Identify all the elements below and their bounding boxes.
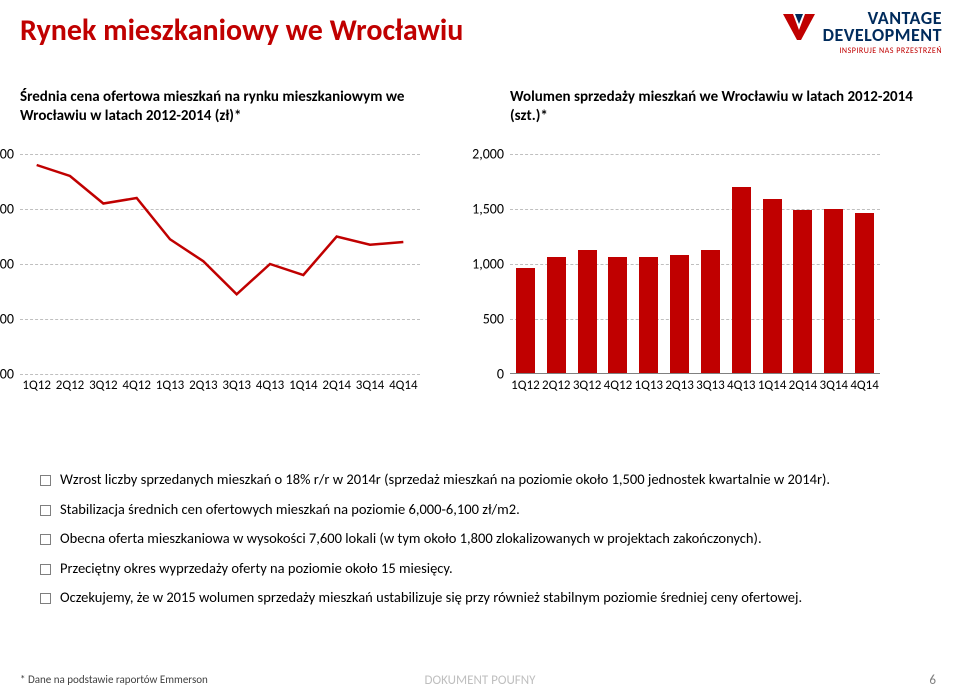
page-title: Rynek mieszkaniowy we Wrocławiu	[20, 12, 463, 49]
bullet-item: Stabilizacja średnich cen ofertowych mie…	[40, 500, 920, 520]
x-axis-label: 1Q13	[634, 374, 663, 393]
y-axis-label: 1,500	[472, 200, 510, 217]
logo-tagline: INSPIRUJE NAS PRZESTRZEŃ	[781, 46, 942, 56]
bar	[701, 250, 720, 373]
footer-center: DOKUMENT POUFNY	[0, 673, 960, 688]
volume-bar-chart: Wolumen sprzedaży mieszkań we Wrocławiu …	[510, 88, 930, 374]
x-axis-label: 3Q13	[696, 374, 725, 393]
y-axis-label: 2,000	[472, 145, 510, 162]
bar	[824, 209, 843, 374]
x-axis-label: 1Q12	[22, 374, 51, 393]
bar	[855, 213, 874, 374]
y-axis-label: 5,800	[0, 310, 20, 327]
x-axis-label: 2Q12	[56, 374, 85, 393]
x-axis-label: 1Q14	[289, 374, 318, 393]
x-axis-label: 4Q13	[727, 374, 756, 393]
bar	[732, 187, 751, 374]
bullet-item: Przeciętny okres wyprzedaży oferty na po…	[40, 559, 920, 579]
x-axis-label: 1Q13	[156, 374, 185, 393]
bar	[516, 268, 535, 374]
logo-mark-icon	[781, 12, 817, 42]
bullet-item: Wzrost liczby sprzedanych mieszkań o 18%…	[40, 470, 920, 490]
bullet-item: Obecna oferta mieszkaniowa w wysokości 7…	[40, 529, 920, 549]
x-axis-label: 2Q12	[542, 374, 571, 393]
price-line-chart: Średnia cena ofertowa mieszkań na rynku …	[20, 88, 470, 374]
x-axis-label: 2Q13	[189, 374, 218, 393]
y-axis-label: 500	[483, 310, 510, 327]
logo: VANTAGE DEVELOPMENT INSPIRUJE NAS PRZEST…	[781, 10, 942, 56]
x-axis-label: 4Q12	[604, 374, 633, 393]
x-axis-label: 2Q14	[789, 374, 818, 393]
x-axis-label: 4Q14	[389, 374, 418, 393]
bar	[578, 250, 597, 373]
x-axis-label: 3Q12	[89, 374, 118, 393]
y-axis-label: 0	[497, 365, 510, 382]
x-axis-label: 4Q14	[850, 374, 879, 393]
y-axis-label: 5,600	[0, 365, 20, 382]
x-axis-label: 2Q13	[665, 374, 694, 393]
chart-title: Wolumen sprzedaży mieszkań we Wrocławiu …	[510, 88, 930, 126]
y-axis-label: 1,000	[472, 255, 510, 272]
bullet-item: Oczekujemy, że w 2015 wolumen sprzedaży …	[40, 588, 920, 608]
bar	[547, 257, 566, 374]
page-number: 6	[929, 673, 936, 688]
x-axis-label: 1Q14	[758, 374, 787, 393]
x-axis-label: 4Q13	[256, 374, 285, 393]
x-axis-label: 4Q12	[122, 374, 151, 393]
y-axis-label: 6,000	[0, 255, 20, 272]
chart-title: Średnia cena ofertowa mieszkań na rynku …	[20, 88, 470, 126]
y-axis-label: 6,200	[0, 200, 20, 217]
line-series	[20, 154, 420, 374]
x-axis-label: 1Q12	[511, 374, 540, 393]
bar	[639, 257, 658, 374]
x-axis-label: 3Q12	[573, 374, 602, 393]
bar	[793, 210, 812, 374]
gridline	[510, 154, 880, 155]
y-axis-label: 6,400	[0, 145, 20, 162]
x-axis-label: 3Q13	[222, 374, 251, 393]
bar	[670, 255, 689, 374]
x-axis-label: 2Q14	[322, 374, 351, 393]
x-axis-label: 3Q14	[819, 374, 848, 393]
bar	[608, 257, 627, 374]
bar	[763, 199, 782, 374]
x-axis-label: 3Q14	[356, 374, 385, 393]
x-axis	[510, 373, 880, 374]
logo-text-bottom: DEVELOPMENT	[823, 27, 942, 44]
bullet-list: Wzrost liczby sprzedanych mieszkań o 18%…	[40, 470, 920, 618]
